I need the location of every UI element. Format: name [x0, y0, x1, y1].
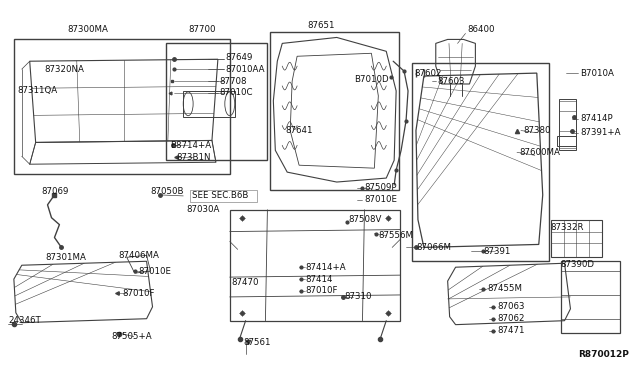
Text: 87010E: 87010E	[364, 195, 397, 204]
Text: 87320NA: 87320NA	[45, 65, 84, 74]
Text: 87470: 87470	[232, 278, 259, 286]
Bar	[270, 32, 399, 190]
Text: 87390D: 87390D	[561, 260, 595, 269]
Text: 86400: 86400	[467, 25, 495, 34]
Bar	[166, 44, 268, 160]
Text: 87069: 87069	[42, 187, 69, 196]
Text: 87700: 87700	[188, 25, 216, 34]
Text: 87455M: 87455M	[487, 285, 522, 294]
Bar	[559, 99, 577, 150]
Text: 87708: 87708	[220, 77, 248, 86]
Text: 87311QA: 87311QA	[18, 86, 58, 96]
Text: B7010A: B7010A	[580, 68, 614, 78]
Text: B8714+A: B8714+A	[170, 141, 211, 150]
Text: 87406MA: 87406MA	[119, 251, 160, 260]
Text: 87063: 87063	[497, 302, 525, 311]
Text: 87649: 87649	[226, 53, 253, 62]
Text: 87414+A: 87414+A	[305, 263, 346, 272]
Text: 87471: 87471	[497, 326, 525, 335]
Text: 87300MA: 87300MA	[67, 25, 108, 34]
Text: 87600MA: 87600MA	[519, 148, 560, 157]
Bar	[230, 210, 400, 321]
Text: 87010F: 87010F	[305, 286, 337, 295]
Bar	[183, 91, 235, 117]
Text: 87602: 87602	[414, 68, 442, 78]
Text: 87050B: 87050B	[150, 187, 184, 196]
Text: 87010C: 87010C	[220, 89, 253, 97]
Bar	[412, 63, 548, 261]
Bar	[14, 39, 230, 174]
Text: 87380: 87380	[523, 126, 550, 135]
Text: 87556M: 87556M	[378, 231, 413, 240]
Text: 87062: 87062	[497, 314, 525, 323]
Bar	[561, 261, 620, 333]
Bar	[190, 190, 257, 202]
Text: B7010D: B7010D	[355, 74, 389, 84]
Text: 87414P: 87414P	[580, 114, 613, 123]
Text: 87641: 87641	[285, 126, 313, 135]
Text: 87509P: 87509P	[364, 183, 397, 192]
Text: 87310: 87310	[345, 292, 372, 301]
Text: 87301MA: 87301MA	[45, 253, 86, 262]
Text: 87332R: 87332R	[550, 223, 584, 232]
Text: SEE SEC.B6B: SEE SEC.B6B	[192, 192, 248, 201]
Text: R870012P: R870012P	[579, 350, 629, 359]
Text: 87414: 87414	[305, 275, 333, 283]
Text: 87010F: 87010F	[123, 289, 156, 298]
Text: 87391: 87391	[483, 247, 511, 256]
Text: 87010E: 87010E	[139, 267, 172, 276]
Text: 87391+A: 87391+A	[580, 128, 621, 137]
Text: 87651: 87651	[307, 21, 335, 30]
Text: 87603: 87603	[438, 77, 465, 86]
Text: 87561: 87561	[244, 338, 271, 347]
Text: 87508V: 87508V	[349, 215, 382, 224]
Bar	[550, 220, 602, 257]
Text: 87505+A: 87505+A	[111, 332, 152, 341]
Text: 873B1N: 873B1N	[176, 153, 211, 162]
Bar	[557, 137, 577, 147]
Text: 87030A: 87030A	[186, 205, 220, 214]
Text: 24346T: 24346T	[8, 316, 41, 325]
Text: 87066M: 87066M	[416, 243, 451, 252]
Text: 87010AA: 87010AA	[226, 65, 266, 74]
